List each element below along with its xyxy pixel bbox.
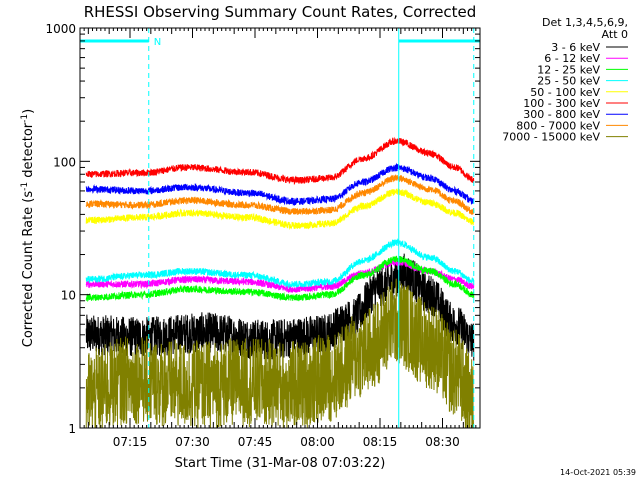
y-axis: 1 10 100 1000 <box>45 22 480 436</box>
x-tick-label: 07:15 <box>113 435 148 449</box>
series-line-8 <box>85 278 475 429</box>
series-line-2 <box>85 255 475 302</box>
series-line-7 <box>85 174 475 216</box>
y-tick-label: 10 <box>61 289 76 303</box>
x-tick-label: 07:45 <box>238 435 273 449</box>
x-tick-label: 07:30 <box>175 435 210 449</box>
x-axis-label: Start Time (31-Mar-08 07:03:22) <box>175 456 386 471</box>
legend-header-detectors: Det 1,3,4,5,6,9, <box>542 16 628 29</box>
x-axis: 07:15 07:30 07:45 08:00 08:15 08:30 <box>79 28 481 449</box>
series-line-4 <box>85 188 475 230</box>
x-tick-label: 08:30 <box>425 435 460 449</box>
series-line-5 <box>85 136 475 186</box>
x-tick-label: 08:15 <box>363 435 398 449</box>
series-line-3 <box>85 238 475 289</box>
y-tick-label: 100 <box>53 155 76 169</box>
legend-label: 50 - 100 keV <box>530 86 600 99</box>
legend-label: 100 - 300 keV <box>523 97 600 110</box>
legend-label: 6 - 12 keV <box>544 52 600 65</box>
legend-label: 7000 - 15000 keV <box>502 131 600 144</box>
legend-header-attenuator: Att 0 <box>602 28 628 41</box>
x-tick-label: 08:00 <box>300 435 335 449</box>
series-line-6 <box>85 162 475 207</box>
legend-label: 300 - 800 keV <box>523 108 600 121</box>
legend-label: 800 - 7000 keV <box>516 119 600 132</box>
chart-title: RHESSI Observing Summary Count Rates, Co… <box>84 3 477 21</box>
flag-label: N <box>154 37 161 48</box>
y-tick-label: 1000 <box>45 22 76 36</box>
series-layer <box>85 136 475 429</box>
legend-label: 25 - 50 keV <box>537 75 600 88</box>
legend-label: 12 - 25 keV <box>537 63 600 76</box>
timestamp: 14-Oct-2021 05:39 <box>560 468 636 477</box>
legend-label: 3 - 6 keV <box>551 41 600 54</box>
y-tick-label: 1 <box>68 422 76 436</box>
y-axis-label: Corrected Count Rate (s-1 detector-1) <box>20 109 36 347</box>
